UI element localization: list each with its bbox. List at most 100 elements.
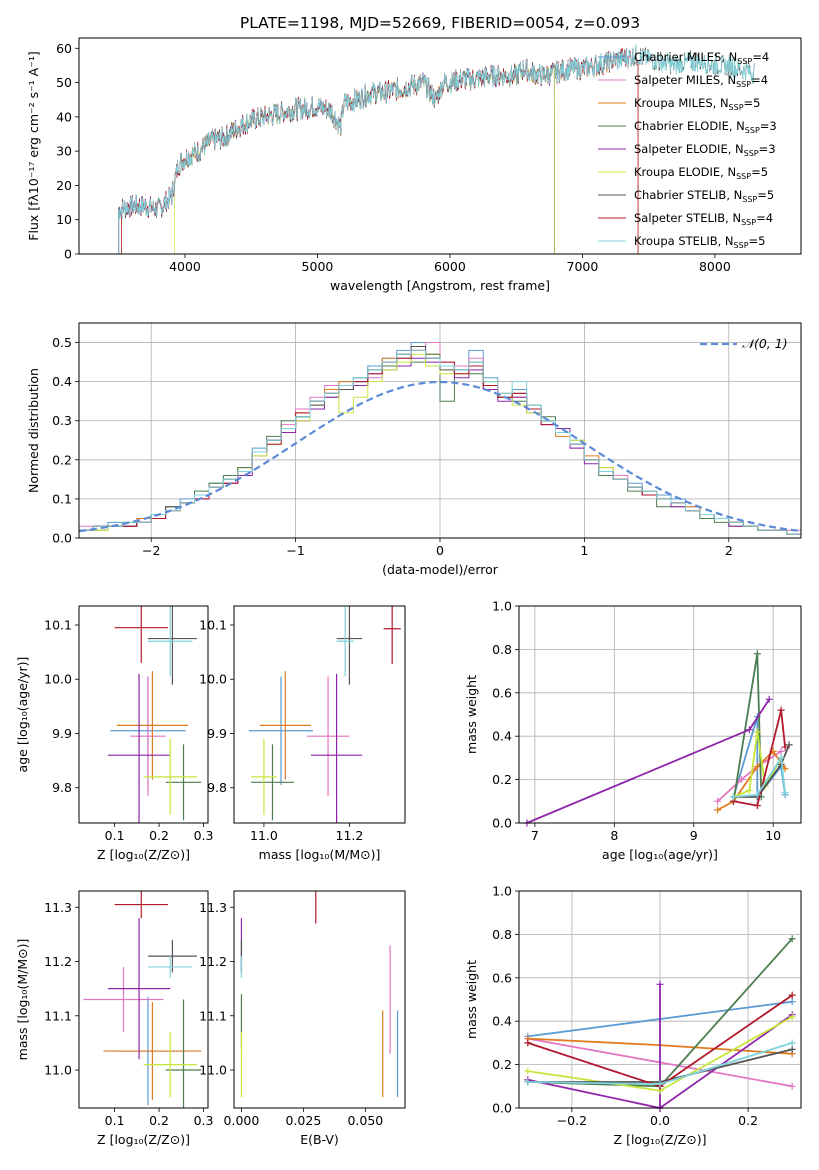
- axes-frame: [518, 890, 802, 1109]
- x-tick-label: 0.025: [285, 1113, 321, 1128]
- y-tick-label: 11.2: [44, 954, 72, 969]
- z-age-panel: 0.1 0.2 0.3 9.8 9.9 10.0 10.1 Z [log₁₀(Z/Z⊙)] ag…: [15, 605, 213, 862]
- y-tick-label: 60: [56, 41, 72, 56]
- x-axis-label: (data-model)/error: [382, 562, 499, 577]
- y-tick-label: 0.2: [492, 772, 512, 787]
- y-tick-label: 1.0: [492, 599, 512, 614]
- y-tick-label: 0.2: [52, 452, 72, 467]
- legend-label-kroupa-stelib: Kroupa STELIB, NSSP=5: [634, 234, 765, 250]
- y-tick-label: 10.1: [44, 617, 72, 632]
- x-tick-label: 0: [436, 543, 444, 558]
- weight-marker-salpeter-elodie: [745, 726, 753, 734]
- ebv-mass-panel: 0.000 0.025 0.050 11.0 11.1 11.2 11.3 E(B-V): [199, 890, 406, 1147]
- weight-marker-salpeter-stelib: [777, 706, 785, 714]
- y-tick-label: 50: [56, 75, 72, 90]
- legend-label-salpeter-elodie: Salpeter ELODIE, NSSP=3: [634, 142, 776, 158]
- weight-marker-kroupa-elodie: [524, 1067, 532, 1075]
- weight-marker-salpeter-miles: [714, 797, 722, 805]
- y-tick-label: 11.0: [44, 1063, 72, 1078]
- x-tick-label: 0.0: [650, 1113, 670, 1128]
- x-tick-label: 0.3: [194, 1113, 214, 1128]
- x-tick-label: 7000: [567, 259, 599, 274]
- axes-frame: [233, 605, 406, 824]
- hist-step-kroupa-stelib: [79, 349, 801, 538]
- spectrum-line-kroupa-elodie: [174, 61, 555, 254]
- x-tick-label: 8000: [699, 259, 731, 274]
- y-tick-label: 40: [56, 109, 72, 124]
- weight-marker-chabrier-elodie: [788, 935, 796, 943]
- weight-marker-kroupa-stelib: [753, 791, 761, 799]
- y-tick-label: 10.1: [199, 617, 227, 632]
- z-weight-panel: −0.2 0.0 0.2 0.0 0.2 0.4 0.6 0.8 1.0 Z [log₁₀(Z/Z…: [464, 884, 802, 1147]
- weight-line-chabrier-stelib: [733, 744, 790, 798]
- y-tick-label: 11.2: [199, 954, 227, 969]
- weight-marker-chabrier-elodie: [753, 650, 761, 658]
- y-tick-label: 9.9: [52, 726, 72, 741]
- y-tick-label: 0.0: [492, 1101, 512, 1116]
- weight-marker-salpeter-miles: [737, 776, 745, 784]
- axes-frame: [233, 890, 406, 1109]
- x-tick-label: −2: [142, 543, 160, 558]
- x-axis-label: Z [log₁₀(Z/Z⊙)]: [97, 1132, 190, 1147]
- axes-frame: [78, 322, 802, 539]
- weight-marker-kroupa-elodie: [753, 728, 761, 736]
- y-tick-label: 0.8: [492, 642, 512, 657]
- y-tick-label: 0.0: [492, 816, 512, 831]
- weight-marker-kroupa-stelib: [781, 789, 789, 797]
- y-axis-label: Flux [fλ10⁻¹⁷ erg cm⁻² s⁻¹ A⁻¹]: [26, 51, 41, 240]
- weight-marker-kroupa-stelib: [729, 793, 737, 801]
- x-tick-label: 0.2: [149, 1113, 169, 1128]
- spectrum-line-chabrier-elodie: [118, 60, 555, 254]
- weight-marker-salpeter-stelib: [524, 1039, 532, 1047]
- y-tick-label: 9.8: [207, 780, 227, 795]
- spectrum-legend: Chabrier MILES, NSSP=4 Salpeter MILES, NS…: [598, 50, 777, 250]
- spectrum-line-kroupa-miles: [121, 46, 639, 254]
- y-tick-label: 10.0: [44, 672, 72, 687]
- legend-label-chabrier-miles: Chabrier MILES, NSSP=4: [634, 50, 769, 66]
- weight-marker-salpeter-stelib: [753, 802, 761, 810]
- y-tick-label: 0.5: [52, 335, 72, 350]
- x-tick-label: 7: [531, 828, 539, 843]
- axes-frame: [78, 890, 209, 1109]
- spectrum-line-salpeter-elodie: [118, 58, 555, 254]
- weight-marker-salpeter-elodie: [656, 980, 664, 988]
- x-tick-label: −0.2: [557, 1113, 587, 1128]
- legend-label-gaussian: 𝒩(0, 1): [742, 336, 788, 351]
- y-tick-label: 0.6: [492, 685, 512, 700]
- y-tick-label: 20: [56, 178, 72, 193]
- y-axis-label: mass [log₁₀(M/M⊙)]: [15, 939, 30, 1061]
- weight-marker-kroupa-stelib: [656, 1080, 664, 1088]
- axes-frame: [78, 37, 802, 255]
- weight-marker-kroupa-stelib: [524, 1078, 532, 1086]
- weight-line-kroupa-stelib: [733, 755, 786, 798]
- y-tick-label: 0: [64, 247, 72, 262]
- y-axis-label: mass weight: [464, 675, 479, 754]
- x-tick-label: 11.2: [336, 828, 364, 843]
- legend-label-chabrier-elodie: Chabrier ELODIE, NSSP=3: [634, 119, 777, 135]
- y-tick-label: 0.8: [492, 927, 512, 942]
- x-axis-label: E(B-V): [300, 1132, 339, 1147]
- z-mass-panel: 0.1 0.2 0.3 11.0 11.1 11.2 11.3 Z [log₁₀(Z/Z⊙)]…: [15, 890, 214, 1147]
- axes-frame: [518, 605, 802, 824]
- weight-line-salpeter-elodie: [526, 698, 770, 823]
- x-tick-label: 0.2: [738, 1113, 758, 1128]
- x-tick-label: 6000: [434, 259, 466, 274]
- weight-marker-salpeter-stelib: [788, 991, 796, 999]
- y-tick-label: 9.9: [207, 726, 227, 741]
- y-tick-label: 0.1: [52, 491, 72, 506]
- weight-marker-kroupa-elodie: [788, 1013, 796, 1021]
- weight-marker-salpeter-stelib: [781, 743, 789, 751]
- y-tick-label: 30: [56, 144, 72, 159]
- legend-label-kroupa-miles: Kroupa MILES, NSSP=5: [634, 96, 760, 112]
- y-tick-label: 0.3: [52, 413, 72, 428]
- y-tick-label: 0.6: [492, 970, 512, 985]
- x-tick-label: 10: [765, 828, 781, 843]
- y-tick-label: 0.4: [52, 374, 72, 389]
- weight-marker-chabrier-stelib: [788, 1045, 796, 1053]
- weight-marker-salpeter-miles: [777, 747, 785, 755]
- legend-label-chabrier-stelib: Chabrier STELIB, NSSP=5: [634, 188, 774, 204]
- y-tick-label: 11.1: [199, 1008, 227, 1023]
- figure-title: PLATE=1198, MJD=52669, FIBERID=0054, z=0…: [240, 14, 640, 32]
- y-axis-label: Normed distribution: [26, 368, 41, 493]
- y-tick-label: 0.4: [492, 729, 512, 744]
